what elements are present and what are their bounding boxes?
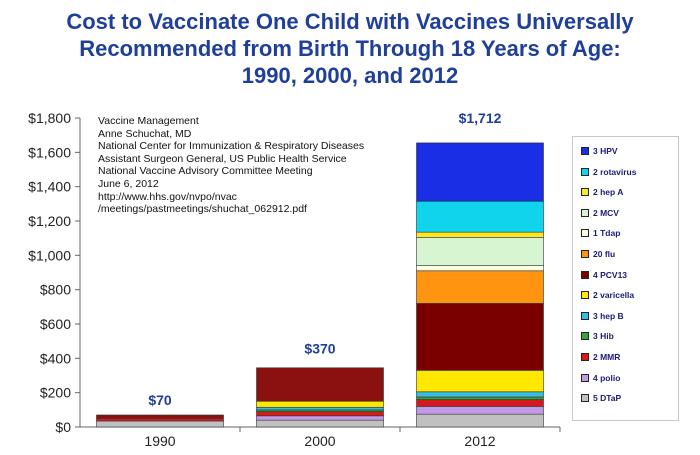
bar-segment	[416, 370, 544, 393]
legend-label: 20 flu	[593, 249, 616, 259]
legend-swatch	[581, 167, 589, 176]
legend-swatch	[581, 208, 589, 217]
legend-label: 4 polio	[593, 372, 621, 383]
legend-label: 1 Tdap	[593, 228, 621, 239]
legend-label: 5 DTaP	[593, 393, 622, 404]
y-tick-label: $800	[40, 282, 71, 298]
legend-swatch	[581, 147, 589, 155]
bar-segment	[416, 231, 544, 238]
bar-total-label: $1,712	[459, 110, 502, 126]
y-tick-label: $1,000	[28, 247, 71, 263]
bar-segment	[96, 420, 224, 428]
source-line: Vaccine Management	[98, 115, 199, 127]
y-tick-label: $1,800	[28, 110, 71, 126]
source-note: Vaccine Management Anne Schuchat, MD Nat…	[98, 115, 364, 216]
legend-swatch	[581, 250, 589, 258]
chart-title: Cost to Vaccinate One Child with Vaccine…	[0, 8, 700, 89]
legend-item: 3 Hib	[581, 331, 614, 341]
source-line: June 6, 2012	[98, 177, 159, 190]
legend-swatch	[581, 311, 589, 320]
source-line: http://www.hhs.gov/nvpo/nvac	[98, 190, 237, 203]
legend-item: 5 DTaP	[581, 393, 621, 403]
title-line-2: Recommended from Birth Through 18 Years …	[79, 36, 621, 61]
legend-item: 2 MMR	[581, 352, 620, 362]
bar-segment	[256, 367, 384, 402]
legend-swatch	[581, 353, 589, 361]
legend-swatch	[581, 270, 589, 279]
legend-item: 20 flu	[581, 249, 615, 259]
legend-item: 4 PCV13	[581, 270, 627, 280]
legend-label: 2 MCV	[593, 207, 619, 218]
y-tick-label: $0	[55, 419, 71, 435]
legend-item: 2 MCV	[581, 208, 619, 218]
legend-item: 3 hep B	[581, 311, 624, 321]
x-tick-label: 2000	[304, 433, 335, 449]
legend-label: 2 varicella	[593, 290, 635, 301]
bar-segment	[256, 415, 384, 421]
legend-label: 4 PCV13	[593, 269, 628, 280]
x-tick-label: 1990	[144, 433, 175, 449]
bar-segment	[416, 142, 544, 202]
legend-item: 2 hep A	[581, 187, 623, 197]
source-line: National Center for Immunization & Respi…	[98, 140, 365, 153]
legend-item: 1 Tdap	[581, 228, 620, 238]
legend-swatch	[581, 373, 589, 382]
bar-segment	[416, 270, 544, 304]
legend-item: 2 rotavirus	[581, 167, 636, 177]
bar-segment	[96, 418, 224, 422]
x-tick-label: 2012	[464, 433, 495, 449]
bar-total-label: $370	[304, 340, 335, 356]
legend-label: 3 Hib	[593, 331, 614, 342]
legend-swatch	[581, 332, 589, 341]
y-tick-label: $1,400	[28, 179, 71, 195]
bar-segment	[256, 419, 384, 428]
source-line: National Vaccine Advisory Committee Meet…	[98, 165, 313, 178]
y-tick-label: $200	[40, 385, 71, 401]
bar-segment	[416, 391, 544, 398]
legend-item: 2 varicella	[581, 290, 634, 300]
source-line: Assistant Surgeon General, US Public Hea…	[98, 152, 347, 165]
bar-total-label: $70	[148, 392, 172, 408]
title-line-1: Cost to Vaccinate One Child with Vaccine…	[66, 9, 634, 34]
legend-label: 3 HPV	[593, 146, 618, 156]
bar-segment	[416, 200, 544, 233]
bar-segment	[416, 396, 544, 400]
bar-segment	[96, 414, 224, 419]
bar-segment	[256, 400, 384, 408]
legend-swatch	[581, 188, 589, 197]
source-line: Anne Schuchat, MD	[98, 127, 192, 140]
bar-segment	[416, 406, 544, 415]
legend-item: 3 HPV	[581, 146, 618, 156]
bar-segment	[256, 406, 384, 411]
bar-segment	[416, 265, 544, 272]
legend-label: 2 rotavirus	[593, 166, 637, 177]
title-line-3: 1990, 2000, and 2012	[241, 63, 459, 88]
legend-swatch	[581, 229, 589, 238]
legend-label: 2 MMR	[593, 352, 621, 362]
chart-legend: 3 HPV 2 rotavirus 2 hep A 2 MCV 1 Tdap 20 flu…	[572, 136, 679, 421]
y-tick-label: $400	[40, 350, 71, 366]
legend-swatch	[581, 291, 589, 300]
bar-segment	[416, 303, 544, 371]
bar-segment	[416, 413, 544, 428]
bar-segment	[256, 411, 384, 417]
bar-segment	[416, 399, 544, 407]
bar-segment	[416, 237, 544, 266]
legend-label: 3 hep B	[593, 310, 624, 321]
source-line: /meetings/pastmeetings/shuchat_062912.pd…	[98, 203, 307, 216]
y-tick-label: $1,200	[28, 213, 71, 229]
legend-label: 2 hep A	[593, 187, 624, 198]
legend-swatch	[581, 394, 589, 403]
y-tick-label: $600	[40, 316, 71, 332]
y-tick-label: $1,600	[28, 144, 71, 160]
legend-item: 4 polio	[581, 373, 620, 383]
